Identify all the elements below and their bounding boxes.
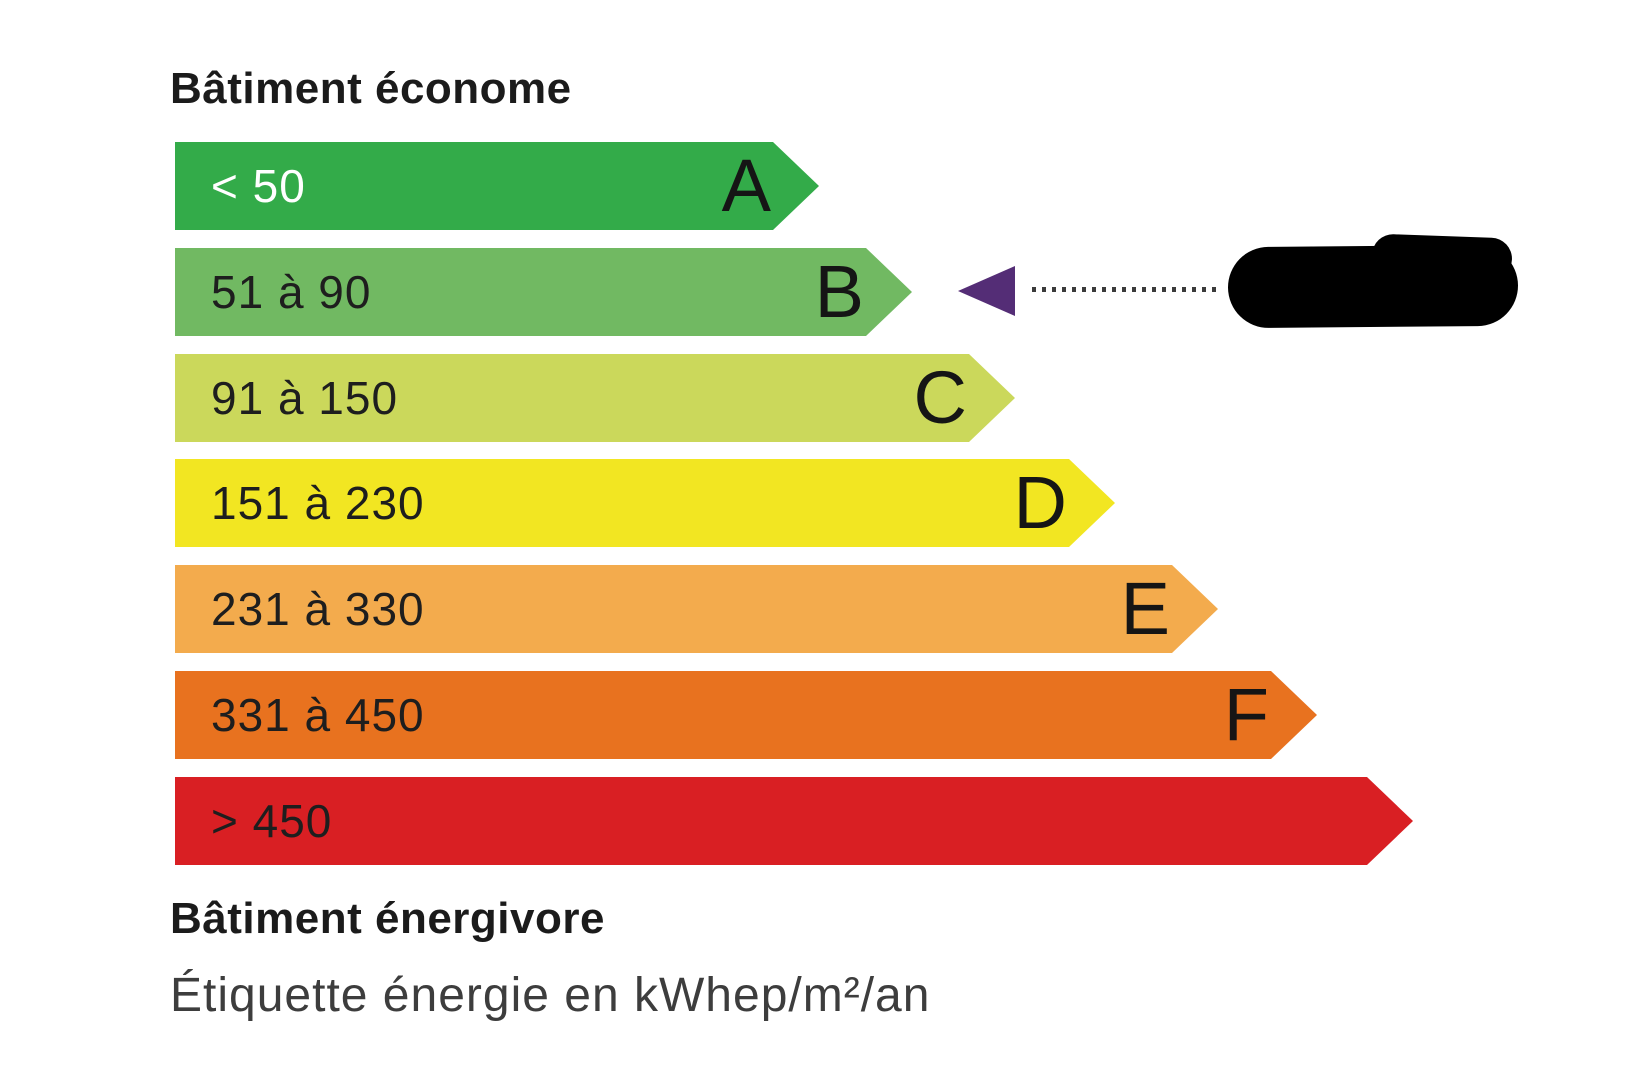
energy-intensive-building-label: Bâtiment énergivore: [170, 894, 605, 943]
energy-range-label: 331 à 450: [211, 689, 425, 741]
energy-class-bar-d: 151 à 230 D: [175, 459, 1115, 547]
dotted-connector-line: [1032, 287, 1222, 292]
energy-range-label: 91 à 150: [211, 372, 399, 424]
energy-class-letter: F: [1223, 673, 1269, 756]
energy-class-bar-e: 231 à 330 E: [175, 565, 1218, 653]
energy-class-letter: E: [1120, 567, 1170, 650]
energy-range-label: > 450: [211, 795, 333, 847]
energy-class-bar-f: 331 à 450 F: [175, 671, 1317, 759]
energy-class-bar-g: > 450: [175, 777, 1413, 865]
energy-class-bar-a: < 50 A: [175, 142, 819, 230]
energy-class-letter: B: [814, 250, 864, 333]
energy-range-label: 51 à 90: [211, 266, 372, 318]
energy-class-bar-b: 51 à 90 B: [175, 248, 912, 336]
energy-range-label: 231 à 330: [211, 583, 425, 635]
energy-class-letter: D: [1013, 461, 1067, 544]
energy-range-label: < 50: [211, 160, 306, 212]
redacted-value-blob-bump: [1371, 233, 1513, 281]
economical-building-label: Bâtiment économe: [170, 64, 572, 113]
energy-scale-caption: Étiquette énergie en kWhep/m²/an: [170, 969, 931, 1022]
energy-class-bar-c: 91 à 150 C: [175, 354, 1015, 442]
pointer-arrow-icon: [958, 266, 1015, 316]
energy-class-letter: C: [913, 356, 967, 439]
energy-class-letter: A: [721, 144, 771, 227]
energy-range-label: 151 à 230: [211, 477, 425, 529]
